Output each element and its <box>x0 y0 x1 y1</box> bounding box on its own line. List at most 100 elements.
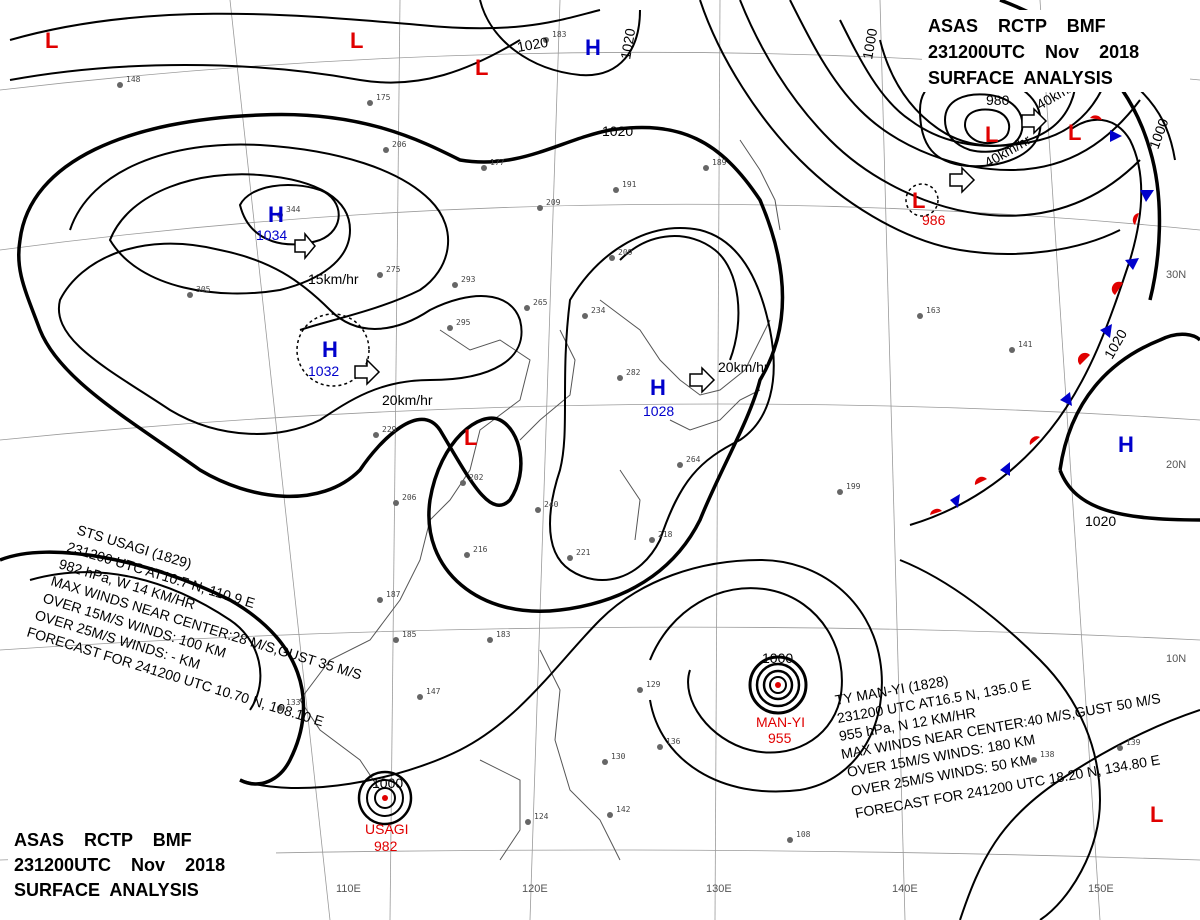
station-marker <box>377 597 383 603</box>
high-center-4: H <box>650 375 666 400</box>
isobar-label: 1000 <box>762 650 793 666</box>
station-pressure-label: 108 <box>796 830 811 839</box>
header-bottom-line-3: SURFACE ANALYSIS <box>14 880 199 900</box>
station-marker <box>677 462 683 468</box>
station-marker <box>525 819 531 825</box>
station-pressure-label: 138 <box>1040 750 1055 759</box>
station-marker <box>582 313 588 319</box>
isobar-label: 1000 <box>859 27 880 61</box>
isobar-label: 1000 <box>372 775 403 791</box>
isobar-label: 1020 <box>516 34 550 55</box>
station-marker <box>447 325 453 331</box>
station-pressure-label: 130 <box>611 752 626 761</box>
station-marker <box>277 212 283 218</box>
station-pressure-label: 189 <box>712 158 727 167</box>
header-top-line-2: 231200UTC Nov 2018 <box>928 42 1139 62</box>
isobar-labels: 1020 1020 1020 1000 1000 980 1020 1020 1… <box>372 27 1172 791</box>
header-bottom: ASAS RCTP BMF 231200UTC Nov 2018 SURFACE… <box>8 826 276 916</box>
station-pressure-label: 133 <box>286 698 301 707</box>
station-pressure-label: 142 <box>616 805 631 814</box>
coastlines <box>299 139 781 861</box>
station-observations: 148 175 206 177 183 189 191 209 209 275 293 295 229 2… <box>117 30 1141 843</box>
station-marker <box>481 165 487 171</box>
header-top: ASAS RCTP BMF 231200UTC Nov 2018 SURFACE… <box>922 10 1190 92</box>
lon-label: 120E <box>522 883 548 895</box>
station-pressure-label: 183 <box>552 30 567 39</box>
station-marker <box>464 552 470 558</box>
lon-label: 130E <box>706 883 732 895</box>
high-center-2-value: 1034 <box>256 227 287 243</box>
station-marker <box>117 82 123 88</box>
station-marker <box>277 705 283 711</box>
station-pressure-label: 141 <box>1018 340 1033 349</box>
low-center-8: L <box>1150 802 1163 827</box>
typhoon-circles <box>296 183 939 826</box>
station-pressure-label: 282 <box>626 368 641 377</box>
lat-label: 30N <box>1166 269 1186 281</box>
station-pressure-label: 202 <box>469 473 484 482</box>
station-marker <box>703 165 709 171</box>
header-top-line-3: SURFACE ANALYSIS <box>928 68 1113 88</box>
isobar-label: 980 <box>986 92 1010 108</box>
station-marker <box>373 432 379 438</box>
station-marker <box>602 759 608 765</box>
typhoon-usagi-name: USAGI <box>365 821 409 837</box>
station-marker <box>377 272 383 278</box>
usagi-bulletin: STS USAGI (1829) 231200 UTC AT10.7 N, 11… <box>25 522 364 730</box>
station-marker <box>535 507 541 513</box>
high-center-4-value: 1028 <box>643 403 674 419</box>
station-pressure-label: 183 <box>496 630 511 639</box>
station-pressure-label: 185 <box>402 630 417 639</box>
station-marker <box>452 282 458 288</box>
low-center-1: L <box>45 28 58 53</box>
low-center-2: L <box>350 28 363 53</box>
high-center-3-value: 1032 <box>308 363 339 379</box>
motion-arrows <box>294 107 1048 394</box>
motion-label: 15km/hr <box>308 271 359 287</box>
station-marker <box>617 375 623 381</box>
station-pressure-label: 147 <box>426 687 441 696</box>
station-pressure-label: 293 <box>461 275 476 284</box>
station-marker <box>837 489 843 495</box>
station-pressure-label: 221 <box>576 548 591 557</box>
motion-label: 20km/hr <box>718 359 769 375</box>
station-pressure-label: 199 <box>846 482 861 491</box>
station-marker <box>637 687 643 693</box>
station-pressure-label: 148 <box>126 75 141 84</box>
station-marker <box>383 147 389 153</box>
station-pressure-label: 344 <box>286 205 301 214</box>
station-marker <box>393 637 399 643</box>
graticule-labels: 110E 120E 130E 140E 150E 30N 20N 10N <box>336 269 1186 895</box>
typhoon-manyi-pressure: 955 <box>768 730 792 746</box>
station-marker <box>1009 347 1015 353</box>
station-pressure-label: 264 <box>686 455 701 464</box>
station-marker <box>657 744 663 750</box>
station-pressure-label: 265 <box>533 298 548 307</box>
station-pressure-label: 187 <box>386 590 401 599</box>
station-pressure-label: 275 <box>386 265 401 274</box>
header-top-line-1: ASAS RCTP BMF <box>928 16 1106 36</box>
station-marker <box>567 555 573 561</box>
lon-label: 140E <box>892 883 918 895</box>
low-center-7: L <box>1068 120 1081 145</box>
station-marker <box>543 37 549 43</box>
frontal-boundary <box>909 115 1154 526</box>
station-pressure-label: 163 <box>926 306 941 315</box>
pressure-centers: L L L H H 1034 H 1032 H 1028 L L L 986 L… <box>45 28 1163 827</box>
station-pressure-label: 240 <box>544 500 559 509</box>
high-center-5: H <box>1118 432 1134 457</box>
typhoon-labels: USAGI 982 MAN-YI 955 <box>365 714 805 854</box>
station-pressure-label: 234 <box>591 306 606 315</box>
station-pressure-label: 129 <box>646 680 661 689</box>
station-marker <box>524 305 530 311</box>
station-pressure-label: 177 <box>490 158 505 167</box>
station-pressure-label: 124 <box>534 812 549 821</box>
station-pressure-label: 218 <box>658 530 673 539</box>
station-marker <box>393 500 399 506</box>
station-marker <box>417 694 423 700</box>
high-center-2: H <box>268 202 284 227</box>
